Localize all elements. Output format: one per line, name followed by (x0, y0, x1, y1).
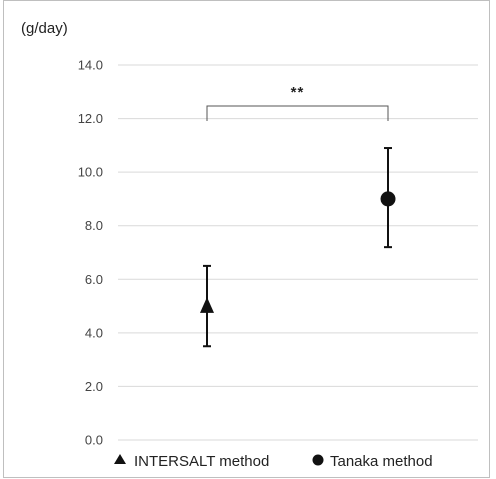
legend-marker-triangle (114, 454, 126, 464)
y-tick-label: 4.0 (85, 325, 103, 340)
significance-bracket (206, 105, 389, 121)
legend-marker-circle (312, 454, 324, 466)
legend-label: INTERSALT method (134, 453, 269, 470)
y-tick-label: 0.0 (85, 433, 103, 448)
y-tick-label: 12.0 (78, 111, 103, 126)
y-tick-label: 8.0 (85, 218, 103, 233)
data-point-circle (380, 191, 396, 207)
y-tick-label: 14.0 (78, 58, 103, 73)
legend-label: Tanaka method (330, 453, 433, 470)
y-tick-label: 6.0 (85, 272, 103, 287)
chart-frame (3, 0, 490, 478)
significance-label: ** (291, 84, 305, 101)
data-point-triangle (200, 297, 214, 313)
y-tick-label: 10.0 (78, 165, 103, 180)
y-axis-unit-label: (g/day) (21, 20, 68, 37)
y-tick-label: 2.0 (85, 379, 103, 394)
